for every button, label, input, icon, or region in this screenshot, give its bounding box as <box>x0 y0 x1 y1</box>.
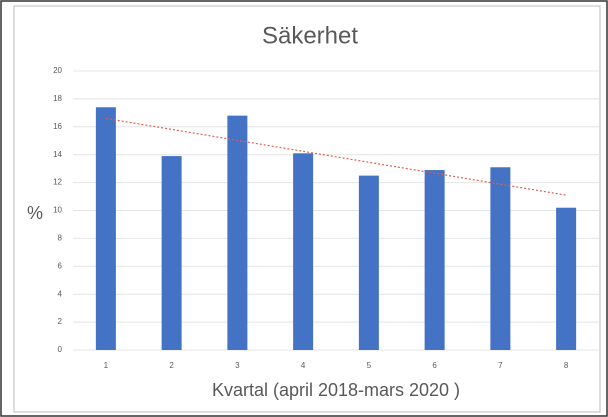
x-tick-label: 5 <box>367 361 372 370</box>
x-tick-label: 4 <box>301 361 306 370</box>
y-tick-label: 8 <box>58 234 63 243</box>
x-tick-label: 7 <box>498 361 503 370</box>
x-tick-label: 1 <box>104 361 109 370</box>
bar <box>95 107 116 351</box>
y-tick-label: 0 <box>58 345 63 354</box>
bar <box>358 175 379 350</box>
y-axis-label: % <box>27 203 43 223</box>
y-tick-label: 6 <box>58 261 63 270</box>
x-tick-label: 6 <box>432 361 437 370</box>
bar <box>490 167 511 350</box>
bar <box>161 156 182 350</box>
y-tick-label: 2 <box>58 317 63 326</box>
x-tick-label: 2 <box>169 361 174 370</box>
y-tick-label: 16 <box>53 122 62 131</box>
x-tick-label: 8 <box>564 361 569 370</box>
bar <box>424 170 445 350</box>
bar <box>293 153 314 350</box>
y-tick-label: 18 <box>53 94 62 103</box>
y-tick-label: 14 <box>53 150 62 159</box>
trendline <box>105 117 567 196</box>
bar <box>556 207 577 350</box>
x-axis-label: Kvartal (april 2018-mars 2020 ) <box>212 380 460 400</box>
x-tick-label: 3 <box>235 361 240 370</box>
y-tick-label: 10 <box>53 206 62 215</box>
chart-title: Säkerhet <box>262 22 358 49</box>
y-tick-label: 12 <box>53 178 62 187</box>
bar <box>227 115 248 350</box>
y-tick-label: 20 <box>53 66 62 75</box>
y-tick-label: 4 <box>58 289 63 298</box>
